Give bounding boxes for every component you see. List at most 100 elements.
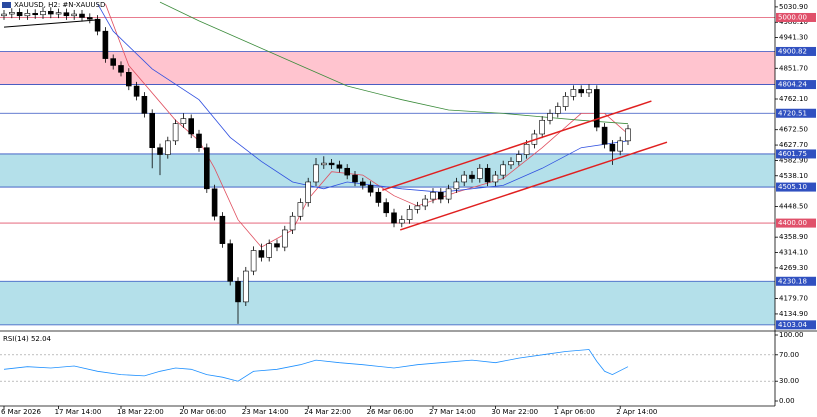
candle-body bbox=[71, 13, 77, 17]
candle-body bbox=[281, 229, 288, 248]
candle-body bbox=[243, 270, 249, 303]
candle-body bbox=[32, 13, 39, 16]
candle-body bbox=[414, 205, 421, 210]
moving-average bbox=[159, 1, 629, 125]
level-label-box bbox=[776, 276, 816, 286]
candle-body bbox=[367, 185, 374, 193]
candle-body bbox=[320, 162, 327, 166]
candle-body bbox=[87, 17, 93, 20]
candle-body bbox=[55, 12, 62, 15]
level-label: 4720.51 bbox=[778, 109, 807, 117]
candle-body bbox=[562, 95, 569, 107]
y-tick-label: 4269.30 bbox=[779, 264, 808, 272]
candle-body bbox=[609, 143, 616, 152]
y-tick-label: 4358.90 bbox=[779, 233, 808, 241]
candle-body bbox=[469, 174, 475, 179]
rsi-label: RSI(14) 52.04 bbox=[3, 335, 52, 343]
y-tick-label: 4986.10 bbox=[779, 18, 808, 26]
candle-body bbox=[625, 128, 631, 142]
candle-body bbox=[157, 147, 163, 155]
candle-body bbox=[289, 215, 296, 231]
candle-body bbox=[172, 123, 179, 142]
level-label: 4505.10 bbox=[778, 183, 807, 191]
zone bbox=[0, 51, 775, 85]
candle-body bbox=[118, 65, 124, 73]
level-label: 5000.00 bbox=[778, 13, 807, 21]
y-tick-label: 4941.30 bbox=[779, 34, 808, 42]
y-tick-label: 4627.70 bbox=[779, 141, 808, 149]
y-tick-label: 4538.10 bbox=[779, 172, 808, 180]
candle-body bbox=[94, 18, 101, 32]
zone bbox=[0, 281, 775, 325]
level-label: 4230.18 bbox=[778, 277, 807, 285]
candle-body bbox=[383, 202, 390, 214]
x-tick-label: 26 Mar 06:00 bbox=[367, 408, 414, 416]
candle-body bbox=[141, 95, 148, 114]
candle-body bbox=[40, 11, 46, 16]
candle-body bbox=[180, 118, 187, 125]
candle-body bbox=[578, 89, 585, 94]
candle-body bbox=[391, 212, 397, 224]
candle-body bbox=[102, 30, 109, 59]
candle-body bbox=[149, 113, 155, 148]
candle-body bbox=[508, 161, 514, 166]
moving-average bbox=[97, 3, 629, 193]
y-tick-label: 4134.90 bbox=[779, 310, 808, 318]
level-label-box bbox=[776, 46, 816, 56]
x-tick-label: 17 Mar 14:00 bbox=[55, 408, 102, 416]
candle-body bbox=[9, 12, 15, 15]
chart-title: XAUUSD, H2: #N-XAUUSD bbox=[14, 1, 105, 9]
candle-body bbox=[601, 126, 608, 145]
level-label: 4804.24 bbox=[778, 81, 807, 89]
candle-body bbox=[258, 250, 265, 258]
candle-body bbox=[586, 89, 592, 94]
candle-body bbox=[79, 13, 85, 18]
candle-body bbox=[484, 167, 491, 183]
level-label: 4900.82 bbox=[778, 47, 807, 55]
trend-line bbox=[399, 141, 668, 231]
x-tick-label: 23 Mar 14:00 bbox=[242, 408, 289, 416]
rsi-tick-label: 70.00 bbox=[779, 351, 799, 359]
candle-body bbox=[523, 143, 530, 155]
candle-body bbox=[554, 106, 561, 114]
candle-body bbox=[250, 250, 257, 272]
x-tick-label: 30 Mar 22:00 bbox=[491, 408, 538, 416]
rsi-tick-label: 0.00 bbox=[779, 397, 795, 405]
level-label-box bbox=[776, 12, 816, 22]
candle-body bbox=[274, 243, 280, 248]
x-tick-label: 24 Mar 22:00 bbox=[304, 408, 351, 416]
candle-body bbox=[305, 181, 312, 203]
candle-body bbox=[336, 164, 343, 169]
candle-body bbox=[547, 113, 553, 121]
level-label-box bbox=[776, 218, 816, 228]
y-tick-label: 4762.10 bbox=[779, 95, 808, 103]
candle-body bbox=[344, 167, 351, 176]
candle-body bbox=[453, 181, 460, 190]
rsi-line bbox=[3, 349, 629, 382]
candle-body bbox=[110, 58, 116, 66]
level-label-box bbox=[776, 149, 816, 159]
rsi-tick-label: 100.00 bbox=[779, 331, 804, 339]
candle-body bbox=[359, 181, 366, 186]
x-tick-label: 1 Apr 06:00 bbox=[554, 408, 595, 416]
level-label: 4103.04 bbox=[778, 321, 807, 329]
candle-body bbox=[515, 154, 522, 162]
y-tick-label: 4314.10 bbox=[779, 249, 808, 257]
candle-body bbox=[500, 164, 507, 176]
candle-body bbox=[227, 243, 233, 282]
zone bbox=[0, 153, 775, 188]
candle-body bbox=[422, 198, 429, 207]
candle-body bbox=[570, 89, 577, 97]
level-label-box bbox=[776, 182, 816, 192]
candle-body bbox=[593, 89, 600, 128]
y-tick-label: 4672.50 bbox=[779, 126, 808, 134]
candle-body bbox=[492, 174, 499, 183]
candle-body bbox=[63, 12, 70, 17]
candle-body bbox=[617, 140, 624, 152]
level-label: 4601.75 bbox=[778, 150, 807, 158]
candle-body bbox=[297, 202, 304, 217]
candle-body bbox=[476, 167, 483, 179]
candle-body bbox=[24, 13, 31, 17]
candle-body bbox=[398, 219, 405, 224]
y-tick-label: 5030.90 bbox=[779, 3, 808, 11]
